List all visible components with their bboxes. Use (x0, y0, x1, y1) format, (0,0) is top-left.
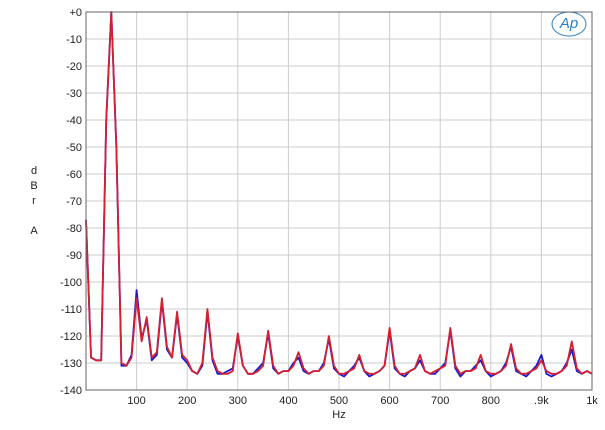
y-axis-label: dBr A (28, 165, 40, 240)
x-tick-label: 300 (229, 395, 247, 407)
plot-border (85, 11, 593, 391)
y-tick-label: -100 (60, 277, 82, 289)
y-tick-label: -60 (66, 169, 82, 181)
x-tick-label: 700 (431, 395, 449, 407)
x-tick-label: 200 (178, 395, 196, 407)
y-tick-label: -120 (60, 331, 82, 343)
x-tick-label: 400 (279, 395, 297, 407)
y-tick-label: -80 (66, 223, 82, 235)
y-tick-label: -90 (66, 250, 82, 262)
y-tick-label: -20 (66, 61, 82, 73)
x-axis-label: Hz (332, 409, 345, 421)
x-tick-label: 1k (586, 395, 598, 407)
x-tick-label: 500 (330, 395, 348, 407)
x-tick-label: 600 (380, 395, 398, 407)
x-tick-label: 800 (482, 395, 500, 407)
x-tick-label: 100 (127, 395, 145, 407)
y-tick-label: -130 (60, 358, 82, 370)
y-tick-label: -70 (66, 196, 82, 208)
logo: Ap (559, 15, 578, 32)
y-tick-label: +0 (69, 7, 82, 19)
y-tick-label: -10 (66, 34, 82, 46)
y-tick-label: -50 (66, 142, 82, 154)
y-tick-label: -110 (61, 304, 82, 316)
series-line (85, 11, 593, 375)
y-tick-label: -30 (66, 88, 82, 100)
y-tick-label: -140 (60, 385, 82, 397)
y-tick-label: -40 (66, 115, 82, 127)
x-tick-label: .9k (534, 395, 549, 407)
